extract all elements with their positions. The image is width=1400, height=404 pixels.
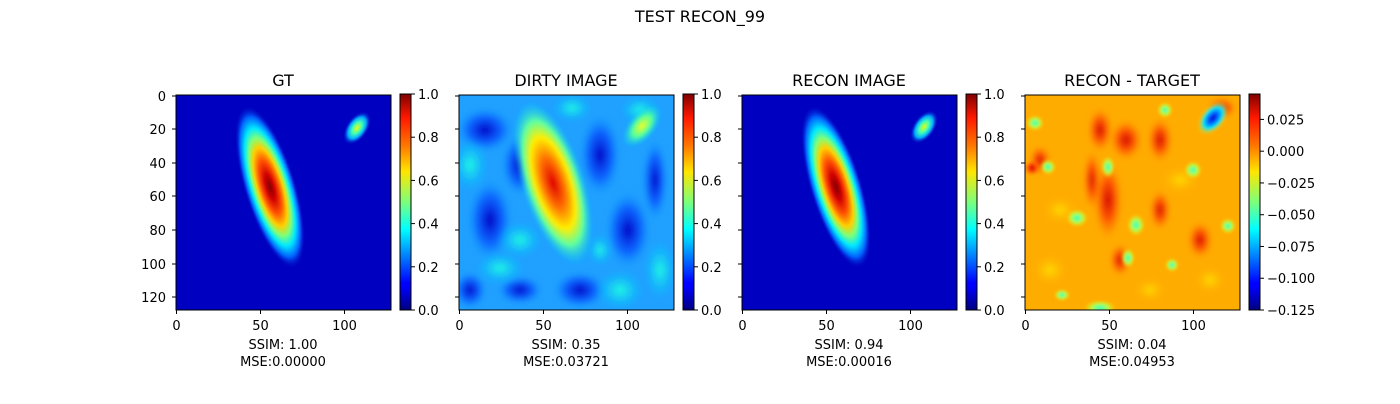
panel-title: DIRTY IMAGE (514, 71, 617, 90)
colorbar-tick-label: 0.2 (984, 261, 1005, 276)
y-tick-label: 120 (141, 291, 166, 306)
panel-caption-mse: MSE:0.03721 (523, 355, 609, 370)
colorbar-tick-label: 0.8 (418, 131, 439, 146)
x-tick-label: 100 (332, 319, 357, 334)
panel-caption-mse: MSE:0.00000 (240, 355, 326, 370)
x-tick-label: 100 (898, 319, 923, 334)
colorbar-tick-label: 0.8 (984, 131, 1005, 146)
y-ticks (1021, 95, 1025, 298)
colorbar-tick-label: 0.6 (984, 174, 1005, 189)
x-ticks: 0 50 100 (1021, 310, 1206, 334)
axes-frame (1024, 94, 1241, 311)
panel-caption-ssim: SSIM: 0.35 (531, 338, 600, 353)
colorbar: 0.0 0.2 0.4 0.6 0.8 1.0 (965, 88, 1005, 319)
x-ticks: 0 50 100 (455, 310, 640, 334)
colorbar-gradient (399, 93, 412, 311)
colorbar-tick-label: 1.0 (984, 88, 1005, 103)
colorbar-gradient (1248, 93, 1261, 311)
source-small (622, 104, 662, 148)
heatmap-image (176, 95, 391, 310)
x-tick-label: 100 (615, 319, 640, 334)
x-tick-label: 0 (738, 319, 746, 334)
panel-caption-ssim: SSIM: 1.00 (248, 338, 317, 353)
colorbar: 0.025 0.000 −0.025 −0.050 −0.075 −0.100 −0.125 (1248, 93, 1315, 319)
y-ticks: 0 20 40 60 80 100 120 (141, 90, 176, 306)
source-elongated (234, 105, 306, 269)
x-tick-label: 50 (535, 319, 552, 334)
colorbar: 0.0 0.2 0.4 0.6 0.8 1.0 (399, 88, 439, 319)
colorbar-tick-label: −0.100 (1267, 272, 1315, 287)
residual-pattern (1030, 98, 1236, 302)
colorbar-tick-label: 0.4 (984, 218, 1005, 233)
colorbar-tick-label: −0.125 (1267, 304, 1315, 319)
colorbar-tick-label: −0.075 (1267, 240, 1315, 255)
y-tick-label: 40 (149, 157, 166, 172)
y-tick-label: 60 (149, 190, 166, 205)
x-ticks: 0 50 100 (172, 310, 357, 334)
colorbar-tick-label: 0.0 (418, 304, 439, 319)
colorbar-tick-label: 1.0 (701, 88, 722, 103)
source-elongated (800, 105, 872, 269)
source-small (342, 111, 372, 145)
colorbar-tick-label: 0.4 (701, 218, 722, 233)
panel-gt: GT 0 50 100 0 20 40 60 80 (141, 71, 439, 370)
colorbar-tick-label: 0.6 (701, 174, 722, 189)
panel-caption-ssim: SSIM: 0.94 (814, 338, 883, 353)
colorbar-tick-label: 0.000 (1267, 145, 1304, 160)
colorbar-tick-label: 0.6 (418, 174, 439, 189)
axes-frame (458, 94, 675, 311)
residual-blobs (1025, 100, 1236, 310)
colorbar-tick-label: 0.2 (701, 261, 722, 276)
colorbar-tick-label: 0.025 (1267, 113, 1304, 128)
x-tick-label: 0 (1021, 319, 1029, 334)
panel-title: GT (272, 71, 294, 90)
x-ticks: 0 50 100 (738, 310, 923, 334)
panel-dirty-image: DIRTY IMAGE (455, 71, 722, 370)
x-tick-label: 50 (818, 319, 835, 334)
x-tick-label: 0 (172, 319, 180, 334)
y-ticks (738, 95, 742, 298)
panel-caption-mse: MSE:0.04953 (1089, 355, 1175, 370)
source-small (909, 110, 939, 144)
colorbar-tick-label: −0.025 (1267, 177, 1315, 192)
axes-frame (741, 94, 958, 311)
panel-caption-ssim: SSIM: 0.04 (1097, 338, 1166, 353)
y-ticks (455, 95, 459, 298)
panel-title: RECON - TARGET (1064, 71, 1200, 90)
x-tick-label: 0 (455, 319, 463, 334)
heatmap-image (1025, 95, 1240, 310)
colorbar-gradient (682, 93, 695, 311)
colorbar-gradient (965, 93, 978, 311)
colorbar-tick-label: 0.8 (701, 131, 722, 146)
colorbar-tick-label: 0.4 (418, 218, 439, 233)
colorbar-tick-label: 1.0 (418, 88, 439, 103)
colorbar: 0.0 0.2 0.4 0.6 0.8 1.0 (682, 88, 722, 319)
heatmap-image (742, 95, 957, 310)
figure-suptitle: TEST RECON_99 (634, 7, 765, 27)
x-tick-label: 50 (252, 319, 269, 334)
axes-frame (175, 94, 392, 311)
colorbar-tick-label: 0.2 (418, 261, 439, 276)
y-tick-label: 0 (158, 90, 166, 105)
colorbar-tick-label: −0.050 (1267, 209, 1315, 224)
source-elongated (512, 100, 594, 266)
panel-recon-minus-target: RECON - TARGET (1021, 71, 1315, 370)
x-tick-label: 100 (1181, 319, 1206, 334)
colorbar-tick-label: 0.0 (701, 304, 722, 319)
panel-recon-image: RECON IMAGE 0 50 100 SSIM: 0.94 MSE:0.00… (738, 71, 1005, 370)
colorbar-tick-label: 0.0 (984, 304, 1005, 319)
panel-title: RECON IMAGE (792, 71, 906, 90)
heatmap-image (459, 95, 674, 310)
panel-caption-mse: MSE:0.00016 (806, 355, 892, 370)
y-tick-label: 20 (149, 123, 166, 138)
y-tick-label: 80 (149, 224, 166, 239)
y-tick-label: 100 (141, 258, 166, 273)
x-tick-label: 50 (1101, 319, 1118, 334)
